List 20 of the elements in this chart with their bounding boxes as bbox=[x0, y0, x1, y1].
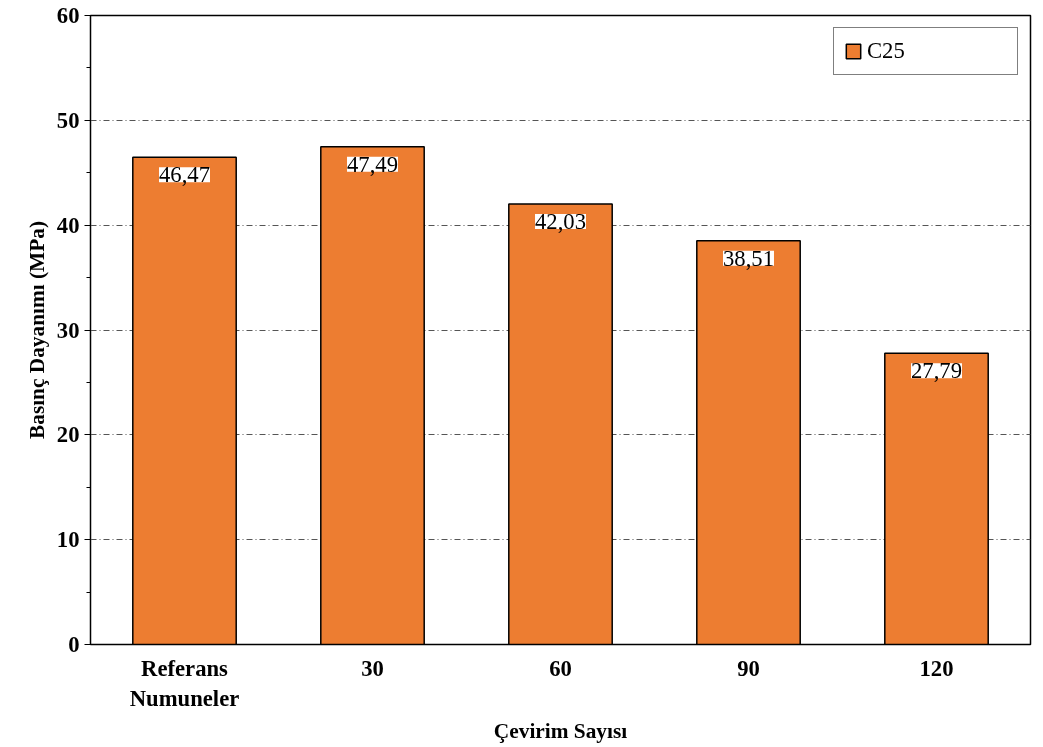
data-label: 42,03 bbox=[535, 208, 586, 234]
x-axis-title: Çevirim Sayısı bbox=[493, 718, 628, 743]
legend-label: C25 bbox=[867, 38, 906, 64]
data-label: 27,79 bbox=[911, 358, 962, 384]
x-tick-label: 30 bbox=[361, 655, 384, 681]
y-tick-label: 20 bbox=[56, 422, 80, 448]
y-tick-label: 40 bbox=[56, 212, 80, 238]
x-tick-label: 120 bbox=[919, 655, 954, 681]
x-tick-label: 90 bbox=[737, 655, 760, 681]
y-axis-title: Basınç Dayanımı (MPa) bbox=[24, 220, 49, 439]
y-tick-label: 50 bbox=[56, 107, 80, 133]
y-tick-label: 0 bbox=[68, 632, 80, 657]
data-label: 46,47 bbox=[159, 162, 210, 188]
x-tick-label: Referans Numuneler bbox=[129, 655, 240, 711]
x-tick-label: 60 bbox=[549, 655, 572, 681]
y-tick-label: 10 bbox=[56, 527, 80, 553]
y-tick-label: 60 bbox=[56, 3, 80, 28]
data-label: 47,49 bbox=[347, 151, 398, 177]
y-tick-label: 30 bbox=[56, 317, 80, 343]
data-label: 38,51 bbox=[723, 245, 774, 271]
